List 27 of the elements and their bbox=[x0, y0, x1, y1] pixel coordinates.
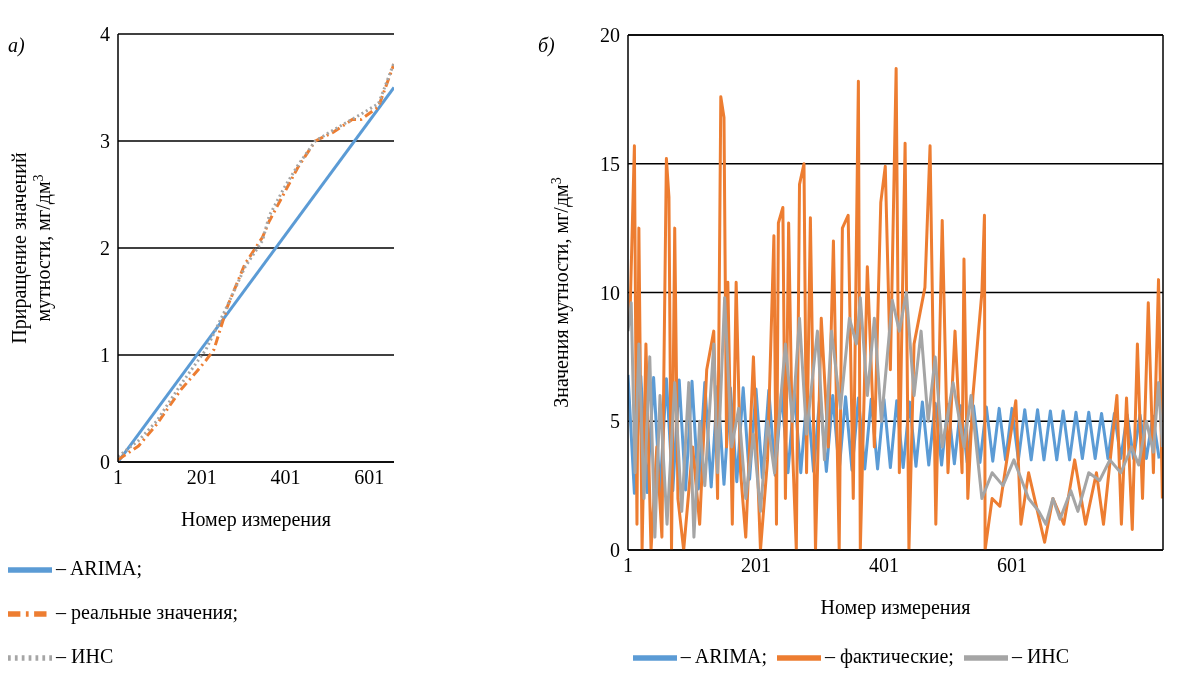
y-tick-label: 0 bbox=[610, 539, 620, 562]
y-tick-label: 0 bbox=[100, 451, 110, 474]
x-tick-label: 201 bbox=[740, 554, 771, 577]
text: б) bbox=[538, 34, 555, 57]
legend-label: – ARIMA; bbox=[680, 644, 767, 667]
x-tick-label: 601 bbox=[354, 466, 385, 489]
y-tick-label: 1 bbox=[100, 344, 110, 367]
x-tick-label: 201 bbox=[186, 466, 217, 489]
legend-label: – ИНС bbox=[56, 644, 114, 667]
x-axis-title: Номер измерения bbox=[820, 596, 971, 619]
y-tick-label: 4 bbox=[100, 23, 110, 46]
x-axis-title: Номер измерения bbox=[181, 508, 331, 531]
y-tick-label: 2 bbox=[100, 237, 110, 260]
line-series bbox=[628, 291, 1163, 539]
y-tick-label: 20 bbox=[600, 24, 620, 47]
legend-label: – ARIMA; bbox=[56, 556, 143, 579]
x-tick-label: 601 bbox=[996, 554, 1027, 577]
legend-label: – реальные значения; bbox=[56, 600, 239, 623]
y-tick-label: 3 bbox=[100, 130, 110, 153]
x-tick-label: 401 bbox=[868, 554, 899, 577]
legend-label: – фактические; bbox=[824, 644, 954, 667]
y-tick-label: 10 bbox=[600, 281, 620, 304]
x-tick-label: 401 bbox=[270, 466, 301, 489]
y-tick-label: 15 bbox=[600, 152, 620, 175]
y-tick-label: 5 bbox=[610, 410, 620, 433]
legend-label: – ИНС bbox=[1011, 644, 1070, 667]
text: а) bbox=[8, 34, 25, 57]
